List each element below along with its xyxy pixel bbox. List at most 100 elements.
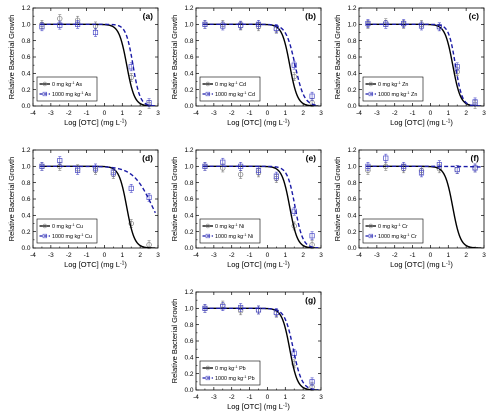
legend-marker — [42, 223, 47, 229]
x-tick-label: 3 — [319, 110, 323, 117]
x-tick-label: 3 — [319, 252, 323, 259]
x-tick-label: -3 — [374, 110, 380, 117]
legend: 0 mg kg-1 Ni 1000 mg kg-1 Ni — [199, 218, 261, 244]
y-tick-label: 0.2 — [21, 229, 30, 236]
x-tick-label: -4 — [356, 252, 362, 259]
y-tick-label: 1.0 — [347, 22, 356, 29]
x-axis-label: Log [OTC] (mg L-1) — [227, 118, 290, 127]
x-axis-label: Log [OTC] (mg L-1) — [390, 118, 453, 127]
legend-marker — [205, 375, 210, 381]
series-line-1000 — [203, 165, 319, 248]
data-point-0 — [237, 171, 244, 178]
chart-panel-zn: -4 -3 -2 -1 0 1 2 3 0.0 0.2 0.4 0.6 0.8 1.0 1.2 Log [OT… — [333, 5, 486, 127]
legend: 0 mg kg-1 Cu 1000 mg kg-1 Cu — [36, 218, 98, 244]
x-axis-label: Log [OTC] (mg L-1) — [227, 402, 290, 411]
legend-entry-1000: 1000 mg kg-1 Ni — [215, 233, 253, 240]
legend-marker — [368, 81, 373, 87]
y-tick-label: 0.0 — [184, 245, 193, 252]
y-axis-label: Relative Bacterial Growth — [7, 157, 16, 242]
x-tick-label: 0 — [266, 394, 270, 401]
y-tick-label: 0.2 — [184, 371, 193, 378]
data-point-1000 — [92, 165, 99, 171]
x-axis-label: Log [OTC] (mg L-1) — [64, 118, 127, 127]
data-point-1000 — [128, 185, 134, 191]
y-tick-label: 0.0 — [184, 103, 193, 110]
legend-marker — [205, 81, 211, 87]
data-point-1000 — [309, 379, 315, 385]
y-tick-label: 1.0 — [21, 22, 30, 29]
x-tick-label: 1 — [283, 252, 287, 259]
x-tick-label: 2 — [464, 252, 468, 259]
y-tick-label: 0.8 — [184, 322, 193, 329]
data-point-1000 — [273, 173, 279, 179]
data-point-1000 — [309, 93, 315, 99]
x-tick-label: -4 — [193, 252, 199, 259]
x-tick-label: 0 — [266, 110, 270, 117]
x-tick-label: -3 — [374, 252, 380, 259]
data-point-1000 — [472, 165, 478, 171]
y-tick-label: 1.2 — [21, 147, 30, 154]
y-tick-label: 1.2 — [184, 147, 193, 154]
legend: 0 mg kg-1 Cd 1000 mg kg-1 Cd — [199, 76, 261, 102]
data-point-1000 — [365, 20, 371, 27]
x-tick-label: -2 — [392, 110, 398, 117]
y-tick-label: 0.4 — [184, 213, 193, 220]
legend-entry-0: 0 mg kg-1 Cd — [215, 81, 246, 88]
x-tick-label: -3 — [211, 252, 217, 259]
y-tick-label: 1.2 — [21, 5, 30, 12]
legend-marker — [205, 91, 210, 97]
x-tick-label: 3 — [156, 252, 160, 259]
legend-entry-1000: 1000 mg kg-1 Cr — [378, 233, 417, 240]
x-tick-label: -1 — [410, 110, 416, 117]
x-tick-label: 1 — [446, 252, 450, 259]
x-tick-label: -1 — [247, 252, 253, 259]
y-tick-label: 0.2 — [184, 229, 193, 236]
legend-marker — [42, 91, 47, 97]
legend: 0 mg kg-1 Zn 1000 mg kg-1 Zn — [362, 76, 424, 102]
y-tick-label: 0.4 — [184, 71, 193, 78]
x-tick-label: 0 — [266, 252, 270, 259]
panel-label: (a) — [143, 11, 154, 21]
y-tick-label: 0.8 — [347, 180, 356, 187]
x-tick-label: 2 — [464, 110, 468, 117]
y-tick-label: 0.8 — [184, 38, 193, 45]
y-axis-label: Relative Bacterial Growth — [333, 15, 342, 100]
x-tick-label: 0 — [429, 110, 433, 117]
panel-label: (d) — [142, 153, 153, 163]
chart-panel-pb: -4 -3 -2 -1 0 1 2 3 0.0 0.2 0.4 0.6 0.8 1.0 1.2 Log [OT… — [170, 289, 323, 411]
y-tick-label: 0.0 — [21, 245, 30, 252]
y-axis-label: Relative Bacterial Growth — [170, 299, 179, 384]
legend-box — [36, 218, 98, 244]
x-tick-label: -3 — [211, 110, 217, 117]
data-point-1000 — [383, 155, 389, 161]
y-tick-label: 1.0 — [347, 164, 356, 171]
data-point-1000 — [146, 100, 152, 106]
y-tick-label: 1.2 — [184, 289, 193, 296]
legend-entry-0: 0 mg kg-1 As — [52, 81, 82, 88]
legend-entry-0: 0 mg kg-1 Pb — [215, 365, 246, 372]
x-tick-label: 2 — [138, 110, 142, 117]
y-tick-label: 0.6 — [21, 54, 30, 61]
x-tick-label: -2 — [229, 110, 235, 117]
x-tick-label: 1 — [446, 110, 450, 117]
series-line-1000 — [366, 23, 482, 106]
panel-label: (g) — [305, 295, 316, 305]
x-tick-label: -4 — [30, 110, 36, 117]
data-point-1000 — [454, 167, 460, 173]
x-tick-label: 2 — [138, 252, 142, 259]
y-tick-label: 0.8 — [21, 180, 30, 187]
legend-marker — [368, 223, 373, 229]
y-tick-label: 1.0 — [184, 164, 193, 171]
data-point-1000 — [110, 169, 116, 175]
y-tick-label: 0.0 — [347, 103, 356, 110]
data-point-1000 — [75, 167, 81, 173]
data-point-1000 — [255, 167, 262, 173]
x-tick-label: -4 — [356, 110, 362, 117]
legend-entry-0: 0 mg kg-1 Cr — [378, 223, 408, 230]
y-tick-label: 0.8 — [347, 38, 356, 45]
y-tick-label: 0.8 — [21, 38, 30, 45]
y-tick-label: 1.2 — [184, 5, 193, 12]
x-tick-label: 3 — [319, 394, 323, 401]
series-line-1000 — [40, 23, 156, 106]
x-tick-label: -1 — [84, 110, 90, 117]
